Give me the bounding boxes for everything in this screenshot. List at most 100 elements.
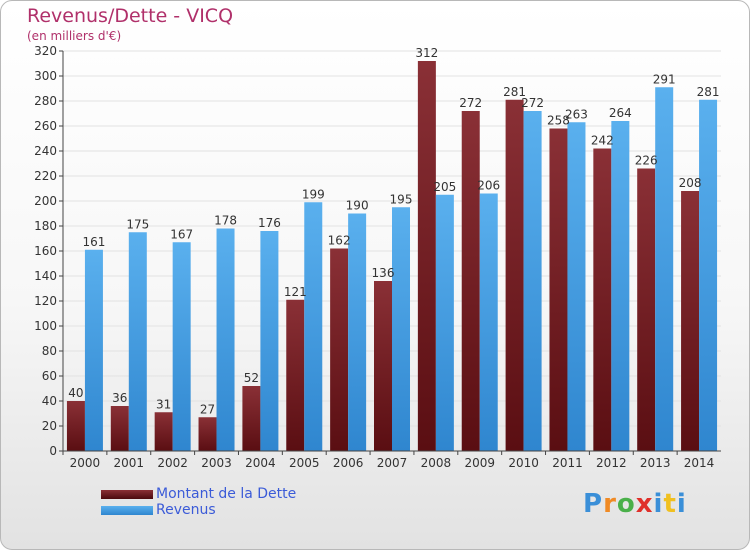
bar-revenue-value-label: 195 [390,192,413,206]
bar-revenue [172,242,191,451]
bar-debt-value-label: 162 [328,234,351,248]
bar-debt-value-label: 272 [459,96,482,110]
bar-debt-value-label: 121 [284,285,307,299]
bar-debt-value-label: 27 [200,402,215,416]
bar-debt [681,191,700,451]
bar-revenue-value-label: 161 [82,235,105,249]
bar-revenue-value-label: 264 [609,106,632,120]
x-tick-label: 2008 [421,456,452,470]
x-tick-label: 2011 [552,456,583,470]
y-tick-label: 240 [34,144,57,158]
x-tick-label: 2006 [333,456,364,470]
x-tick-label: 2004 [245,456,276,470]
bar-revenue-value-label: 175 [126,217,149,231]
bar-debt-value-label: 36 [112,391,127,405]
legend-label-debt: Montant de la Dette [156,486,297,502]
bar-debt-value-label: 40 [68,386,83,400]
bar-revenue-value-label: 281 [697,85,720,99]
logo-letter: r [603,489,617,519]
bar-debt [593,148,612,451]
logo-letter: o [616,489,636,519]
x-tick-label: 2014 [684,456,715,470]
bar-revenue-value-label: 190 [346,199,369,213]
y-tick-label: 280 [34,94,57,108]
y-tick-label: 100 [34,319,57,333]
y-tick-label: 40 [42,394,57,408]
x-tick-label: 2010 [508,456,539,470]
x-tick-label: 2005 [289,456,320,470]
bar-debt [637,168,656,451]
bar-debt-value-label: 52 [244,371,259,385]
y-tick-label: 60 [42,369,57,383]
bar-debt [417,61,436,451]
x-tick-label: 2001 [114,456,145,470]
bar-debt-value-label: 208 [679,176,702,190]
y-tick-label: 320 [34,44,57,58]
bar-revenue [435,194,454,451]
bar-debt [330,248,349,451]
bar-revenue-value-label: 178 [214,214,237,228]
y-tick-label: 300 [34,69,57,83]
bar-debt-value-label: 312 [415,46,438,60]
proxiti-logo: Proxiti [583,489,687,519]
y-tick-label: 120 [34,294,57,308]
logo-letter: t [663,489,677,519]
logo-letter: x [635,489,654,519]
bar-debt-value-label: 31 [156,397,171,411]
bar-debt [154,412,173,451]
bar-revenue [611,121,630,451]
y-tick-label: 20 [42,419,57,433]
bar-debt-value-label: 258 [547,114,570,128]
y-tick-label: 160 [34,244,57,258]
bar-revenue [655,87,674,451]
bar-revenue-value-label: 176 [258,216,281,230]
bar-debt [198,417,217,451]
y-tick-label: 140 [34,269,57,283]
bar-revenue [128,232,147,451]
x-tick-label: 2002 [157,456,188,470]
bar-revenue [392,207,410,451]
logo-letter: i [676,489,687,519]
logo-letter: P [583,489,604,519]
x-tick-label: 2000 [70,456,101,470]
chart-title: Revenus/Dette - VICQ [27,5,234,27]
legend-label-revenue: Revenus [156,502,216,518]
bar-debt-value-label: 226 [635,154,658,168]
bar-revenue [567,122,586,451]
bar-debt [66,401,85,451]
bar-revenue-value-label: 272 [521,96,544,110]
bar-debt [110,406,129,451]
bar-revenue [348,213,367,451]
x-tick-label: 2013 [640,456,671,470]
bar-debt [374,281,392,451]
legend-swatch-debt [101,490,153,499]
logo-letter: i [653,489,664,519]
x-tick-label: 2009 [464,456,495,470]
bar-revenue [84,249,103,451]
bar-revenue-value-label: 206 [477,179,500,193]
y-tick-label: 260 [34,119,57,133]
bar-revenue [523,111,542,451]
bar-revenue [260,231,279,451]
bar-revenue [304,202,323,451]
x-tick-label: 2003 [201,456,232,470]
y-tick-label: 180 [34,219,57,233]
bar-revenue [216,228,235,451]
x-tick-label: 2007 [377,456,408,470]
bar-debt [242,386,261,451]
bar-debt [461,111,480,451]
bar-debt [286,299,305,451]
y-tick-label: 0 [49,444,57,458]
bar-revenue-value-label: 291 [653,72,676,86]
chart-subtitle: (en milliers d'€) [27,29,122,43]
bar-revenue [699,99,718,451]
bar-revenue-value-label: 263 [565,107,588,121]
bar-debt-value-label: 281 [503,85,526,99]
bar-revenue-value-label: 199 [302,187,325,201]
y-tick-label: 200 [34,194,57,208]
y-tick-label: 80 [42,344,57,358]
legend-swatch-revenue [101,506,153,515]
bar-revenue [479,193,498,451]
